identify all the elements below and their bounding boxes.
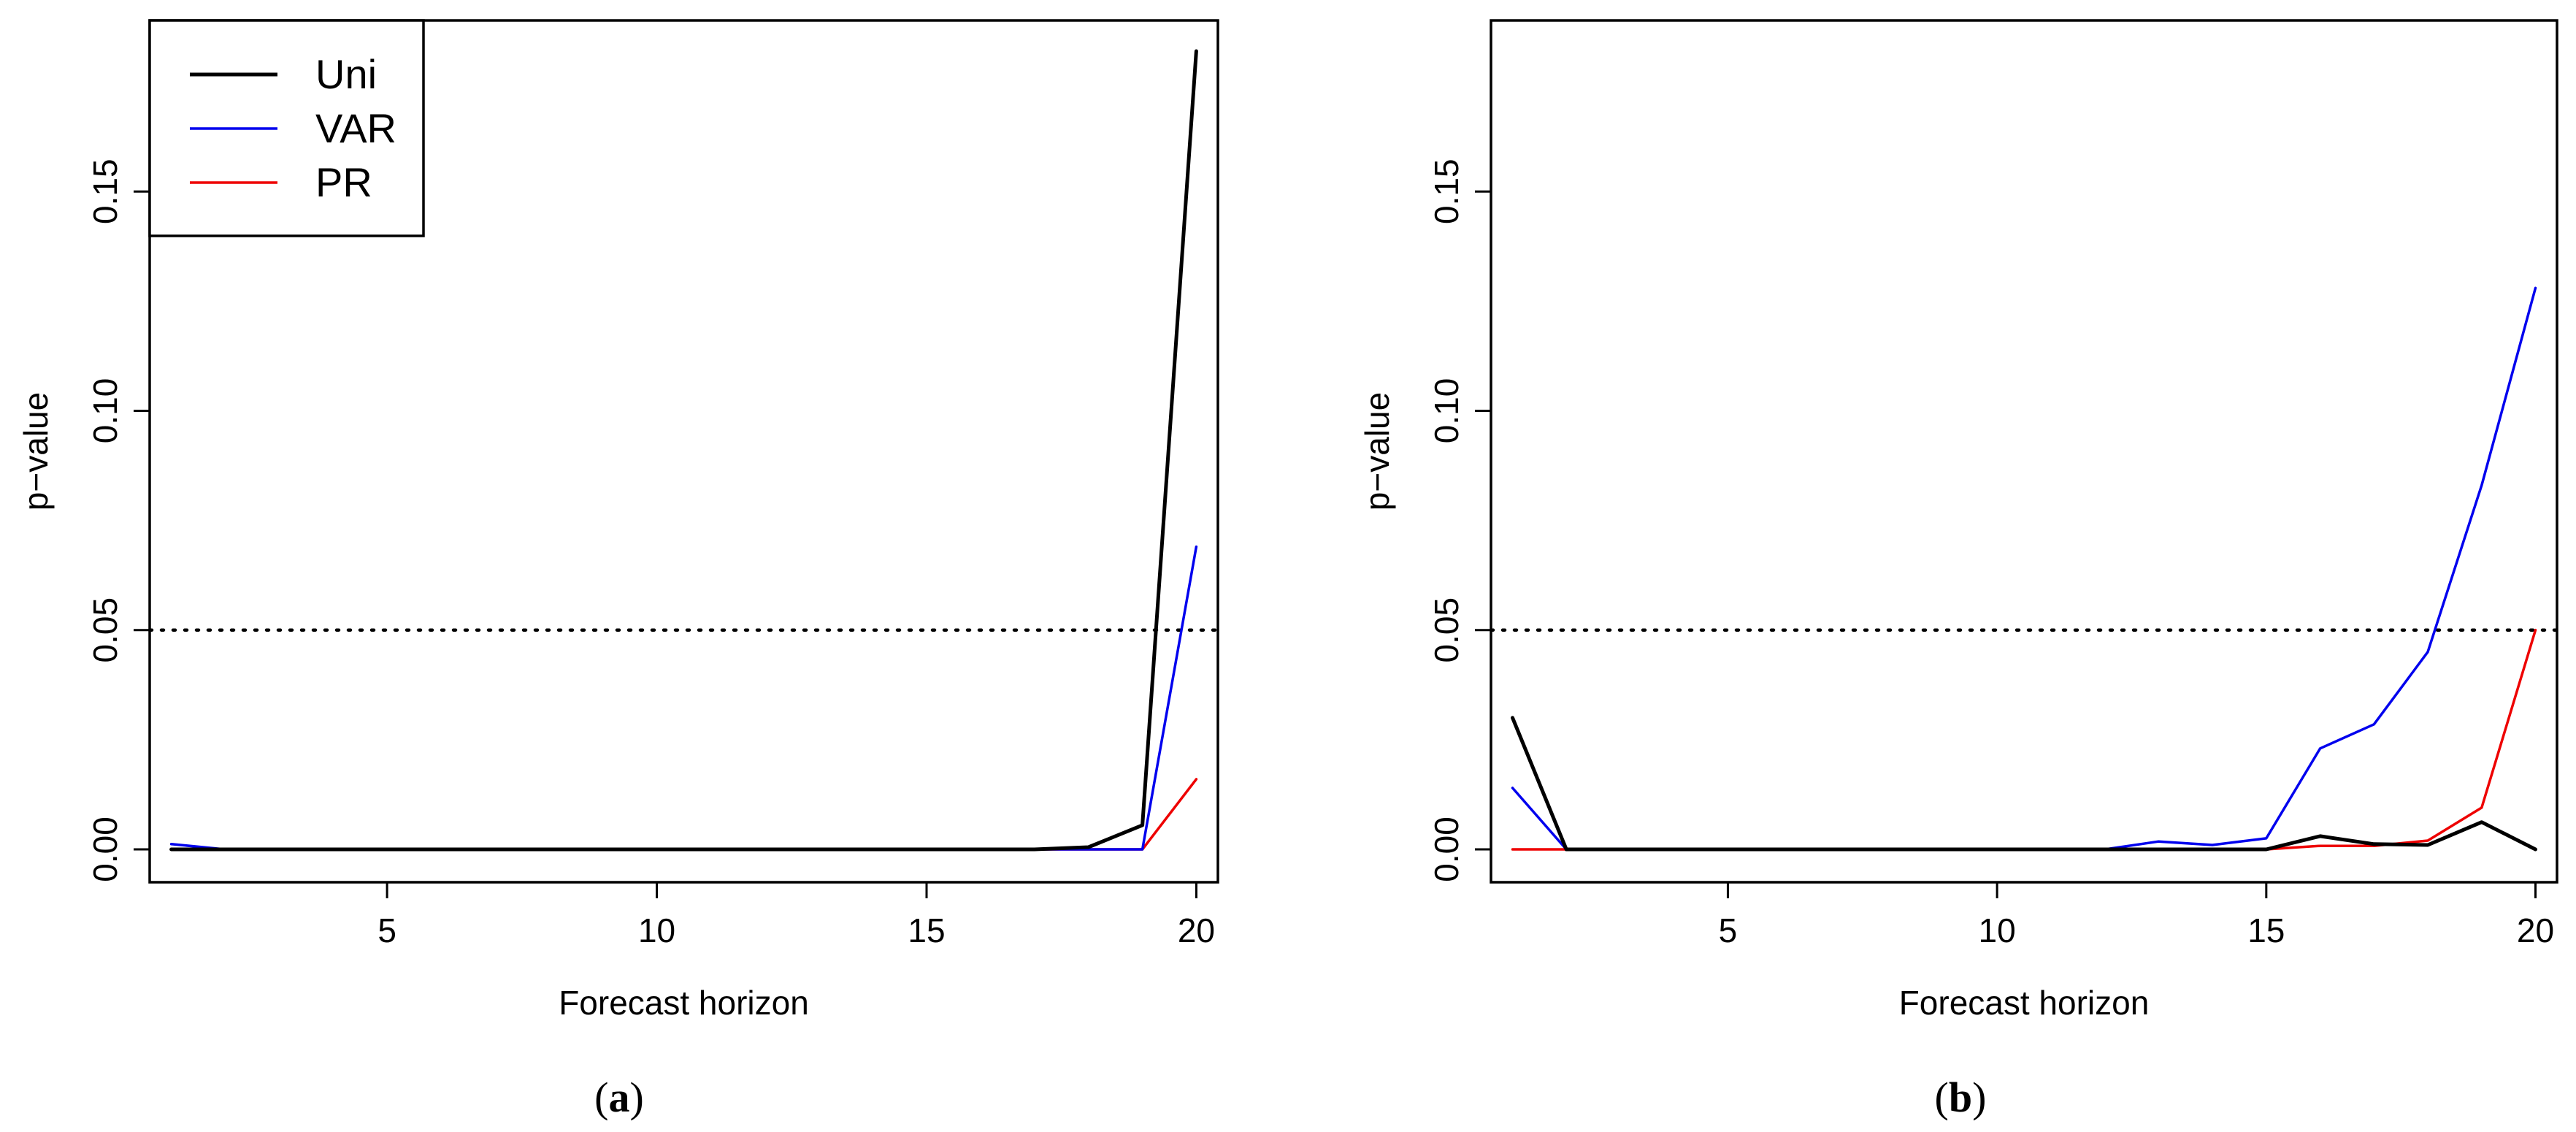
panel-caption: (a) <box>594 1074 644 1121</box>
caption-paren-close: ) <box>630 1074 644 1121</box>
plot-frame <box>1490 19 2558 884</box>
x-axis-label: Forecast horizon <box>1899 984 2150 1022</box>
legend-label-var: VAR <box>315 105 396 151</box>
y-axis-label: p−value <box>1358 392 1396 510</box>
panel-a: 5 10 15 20 0.00 0.05 0.10 0.15 Forecast horizon p… <box>17 19 1220 1121</box>
caption-paren-open: ( <box>1935 1074 1949 1121</box>
series-group <box>169 49 1198 852</box>
series-line-var <box>1511 286 2537 851</box>
y-tick-label: 0.15 <box>1427 158 1465 224</box>
caption-paren-open: ( <box>594 1074 608 1121</box>
series-line-var <box>169 545 1198 851</box>
y-tick-label: 0.05 <box>86 597 124 663</box>
y-tick-label: 0.05 <box>1427 597 1465 663</box>
legend-label-uni: Uni <box>315 51 377 97</box>
series-line-uni <box>169 49 1198 852</box>
y-tick-label: 0.10 <box>1427 378 1465 444</box>
y-tick-label: 0.00 <box>1427 817 1465 882</box>
x-tick-label: 10 <box>1979 911 2016 949</box>
legend-label-pr: PR <box>315 159 372 205</box>
y-tick-label: 0.15 <box>86 158 124 224</box>
series-line-pr <box>169 778 1198 851</box>
panel-caption: (b) <box>1935 1074 1987 1121</box>
x-axis-label: Forecast horizon <box>559 984 809 1022</box>
series-line-uni <box>1511 716 2537 852</box>
y-tick-label: 0.10 <box>86 378 124 444</box>
caption-paren-close: ) <box>1972 1074 1986 1121</box>
x-tick-label: 15 <box>2247 911 2285 949</box>
series-group <box>1511 286 2537 852</box>
plot-frame <box>148 19 1219 884</box>
x-tick-label: 10 <box>638 911 675 949</box>
caption-letter: a <box>609 1074 630 1121</box>
y-axis-label: p−value <box>17 392 55 510</box>
x-tick-label: 5 <box>1719 911 1738 949</box>
x-tick-label: 5 <box>377 911 396 949</box>
y-tick-label: 0.00 <box>86 817 124 882</box>
x-tick-label: 20 <box>1178 911 1215 949</box>
legend: Uni VAR PR <box>148 19 425 237</box>
panel-b: 5 10 15 20 0.00 0.05 0.10 0.15 Forecast horizon p… <box>1358 19 2559 1121</box>
x-tick-label: 15 <box>908 911 945 949</box>
x-tick-label: 20 <box>2517 911 2554 949</box>
series-line-pr <box>1511 628 2537 851</box>
caption-letter: b <box>1949 1074 1972 1121</box>
